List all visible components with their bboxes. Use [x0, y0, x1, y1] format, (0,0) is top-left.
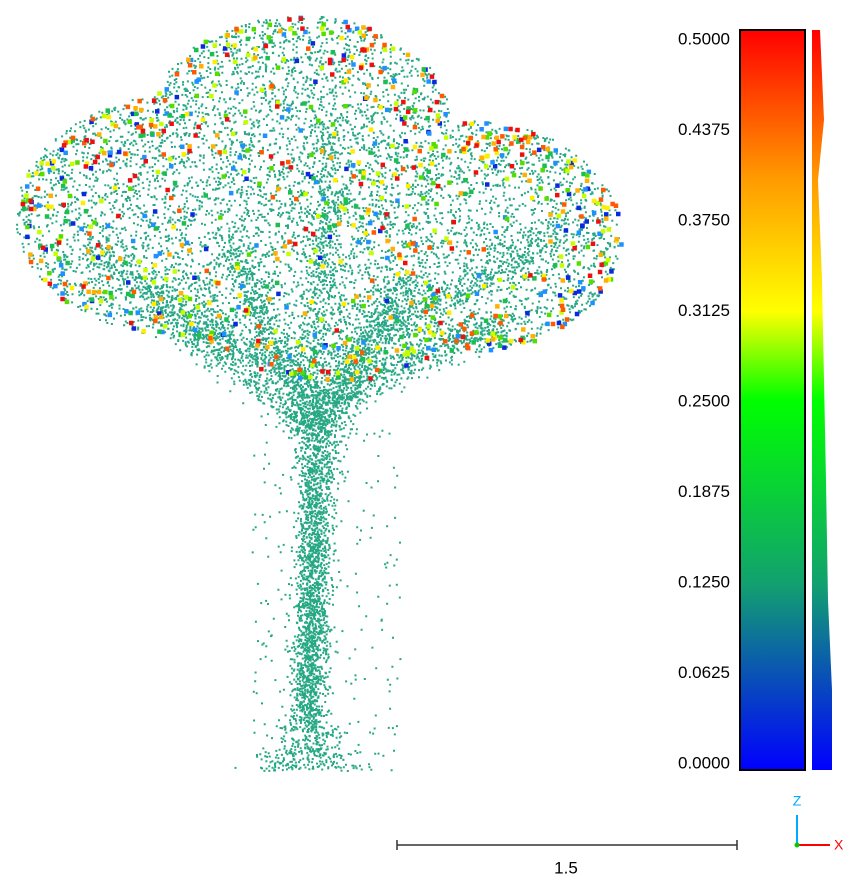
- axis-origin: [795, 843, 800, 848]
- point-cloud: [16, 16, 624, 772]
- color-scale-histogram: [812, 30, 832, 770]
- color-scale-tick-label: 0.0000: [678, 753, 730, 772]
- color-scale-tick-label: 0.1250: [678, 572, 730, 591]
- color-scale-tick-label: 0.3750: [678, 210, 730, 229]
- scale-bar-label: 1.5: [554, 858, 578, 877]
- color-scale-tick-label: 0.3125: [678, 301, 730, 320]
- color-scale-tick-label: 0.1875: [678, 482, 730, 501]
- color-scale-ticks: 0.5000 0.4375 0.3750 0.3125 0.2500 0.1875 0.12…: [678, 29, 730, 772]
- x-axis-label: X: [834, 837, 843, 853]
- color-scale-tick-label: 0.2500: [678, 391, 730, 410]
- viewer: 0.5000 0.4375 0.3750 0.3125 0.2500 0.1875 0.12…: [0, 0, 843, 879]
- color-scale-tick-label: 0.4375: [678, 120, 730, 139]
- cloud-points: [16, 16, 620, 772]
- color-scale-tick-label: 0.0625: [678, 663, 730, 682]
- color-scale-bar: [740, 30, 805, 770]
- color-scale-tick-label: 0.5000: [678, 29, 730, 48]
- z-axis-label: Z: [793, 793, 802, 809]
